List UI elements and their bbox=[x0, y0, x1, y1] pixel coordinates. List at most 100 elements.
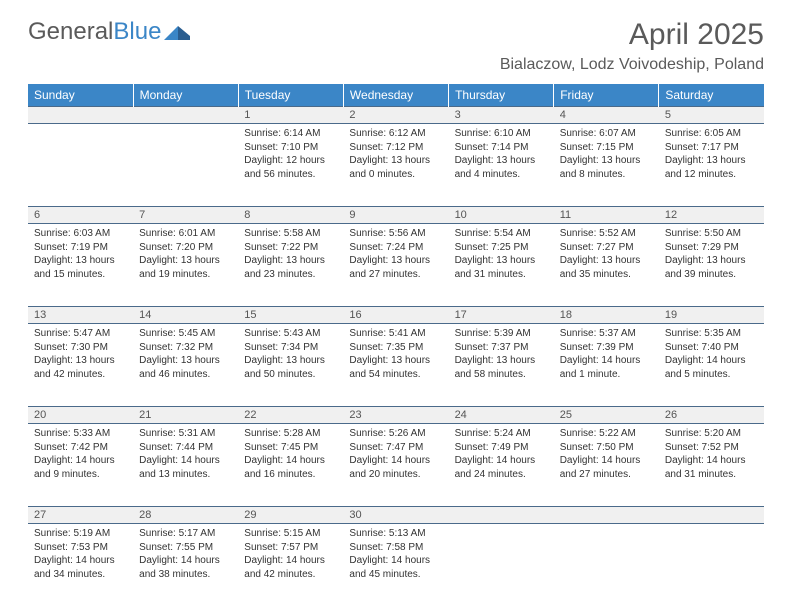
day-content-cell bbox=[554, 524, 659, 607]
daylight-line-1: Daylight: 14 hours bbox=[139, 454, 232, 468]
daylight-line-2: and 54 minutes. bbox=[349, 368, 442, 382]
day-content-row: Sunrise: 5:19 AMSunset: 7:53 PMDaylight:… bbox=[28, 524, 764, 607]
calendar-table: SundayMondayTuesdayWednesdayThursdayFrid… bbox=[28, 84, 764, 606]
day-content-cell: Sunrise: 5:58 AMSunset: 7:22 PMDaylight:… bbox=[238, 224, 343, 307]
sunrise-line: Sunrise: 6:10 AM bbox=[455, 127, 548, 141]
sunrise-line: Sunrise: 5:28 AM bbox=[244, 427, 337, 441]
daylight-line-2: and 23 minutes. bbox=[244, 268, 337, 282]
daylight-line-1: Daylight: 14 hours bbox=[349, 554, 442, 568]
sunrise-line: Sunrise: 5:41 AM bbox=[349, 327, 442, 341]
day-number-cell: 15 bbox=[238, 307, 343, 324]
daylight-line-2: and 4 minutes. bbox=[455, 168, 548, 182]
sunset-line: Sunset: 7:49 PM bbox=[455, 441, 548, 455]
day-number-cell: 25 bbox=[554, 407, 659, 424]
sunrise-line: Sunrise: 6:12 AM bbox=[349, 127, 442, 141]
day-number-cell: 27 bbox=[28, 507, 133, 524]
daylight-line-1: Daylight: 14 hours bbox=[349, 454, 442, 468]
day-content-cell: Sunrise: 5:37 AMSunset: 7:39 PMDaylight:… bbox=[554, 324, 659, 407]
sunset-line: Sunset: 7:20 PM bbox=[139, 241, 232, 255]
day-number-cell: 18 bbox=[554, 307, 659, 324]
logo-text-1: General bbox=[28, 18, 113, 46]
sunset-line: Sunset: 7:19 PM bbox=[34, 241, 127, 255]
sunset-line: Sunset: 7:37 PM bbox=[455, 341, 548, 355]
daylight-line-1: Daylight: 13 hours bbox=[560, 254, 653, 268]
day-number-row: 20212223242526 bbox=[28, 407, 764, 424]
day-number-cell: 29 bbox=[238, 507, 343, 524]
day-content-cell: Sunrise: 5:13 AMSunset: 7:58 PMDaylight:… bbox=[343, 524, 448, 607]
daylight-line-2: and 20 minutes. bbox=[349, 468, 442, 482]
daylight-line-2: and 56 minutes. bbox=[244, 168, 337, 182]
daylight-line-2: and 27 minutes. bbox=[560, 468, 653, 482]
daylight-line-2: and 15 minutes. bbox=[34, 268, 127, 282]
daylight-line-2: and 46 minutes. bbox=[139, 368, 232, 382]
daylight-line-1: Daylight: 13 hours bbox=[349, 154, 442, 168]
day-content-cell: Sunrise: 5:20 AMSunset: 7:52 PMDaylight:… bbox=[659, 424, 764, 507]
sunrise-line: Sunrise: 5:50 AM bbox=[665, 227, 758, 241]
day-content-cell: Sunrise: 6:07 AMSunset: 7:15 PMDaylight:… bbox=[554, 124, 659, 207]
day-number-cell: 10 bbox=[449, 207, 554, 224]
sunrise-line: Sunrise: 5:43 AM bbox=[244, 327, 337, 341]
day-number-cell: 6 bbox=[28, 207, 133, 224]
daylight-line-1: Daylight: 13 hours bbox=[139, 354, 232, 368]
daylight-line-2: and 8 minutes. bbox=[560, 168, 653, 182]
day-number-cell: 30 bbox=[343, 507, 448, 524]
logo: GeneralBlue bbox=[28, 18, 190, 46]
sunrise-line: Sunrise: 5:26 AM bbox=[349, 427, 442, 441]
weekday-header-row: SundayMondayTuesdayWednesdayThursdayFrid… bbox=[28, 84, 764, 107]
sunset-line: Sunset: 7:30 PM bbox=[34, 341, 127, 355]
daylight-line-2: and 9 minutes. bbox=[34, 468, 127, 482]
header: GeneralBlue April 2025 Bialaczow, Lodz V… bbox=[28, 18, 764, 74]
daylight-line-1: Daylight: 14 hours bbox=[665, 354, 758, 368]
daylight-line-2: and 34 minutes. bbox=[34, 568, 127, 582]
daylight-line-1: Daylight: 12 hours bbox=[244, 154, 337, 168]
day-number-cell: 5 bbox=[659, 107, 764, 124]
sunrise-line: Sunrise: 5:13 AM bbox=[349, 527, 442, 541]
sunset-line: Sunset: 7:40 PM bbox=[665, 341, 758, 355]
day-number-cell: 14 bbox=[133, 307, 238, 324]
sunset-line: Sunset: 7:47 PM bbox=[349, 441, 442, 455]
day-content-cell: Sunrise: 5:56 AMSunset: 7:24 PMDaylight:… bbox=[343, 224, 448, 307]
sunrise-line: Sunrise: 6:01 AM bbox=[139, 227, 232, 241]
title-block: April 2025 Bialaczow, Lodz Voivodeship, … bbox=[500, 18, 764, 74]
daylight-line-2: and 5 minutes. bbox=[665, 368, 758, 382]
sunset-line: Sunset: 7:58 PM bbox=[349, 541, 442, 555]
daylight-line-1: Daylight: 14 hours bbox=[665, 454, 758, 468]
day-content-cell: Sunrise: 5:41 AMSunset: 7:35 PMDaylight:… bbox=[343, 324, 448, 407]
day-content-cell: Sunrise: 5:35 AMSunset: 7:40 PMDaylight:… bbox=[659, 324, 764, 407]
daylight-line-1: Daylight: 13 hours bbox=[34, 354, 127, 368]
daylight-line-2: and 42 minutes. bbox=[34, 368, 127, 382]
day-number-cell: 3 bbox=[449, 107, 554, 124]
sunset-line: Sunset: 7:34 PM bbox=[244, 341, 337, 355]
sunset-line: Sunset: 7:27 PM bbox=[560, 241, 653, 255]
day-number-cell bbox=[659, 507, 764, 524]
day-number-cell: 7 bbox=[133, 207, 238, 224]
sunset-line: Sunset: 7:55 PM bbox=[139, 541, 232, 555]
sunset-line: Sunset: 7:14 PM bbox=[455, 141, 548, 155]
sunset-line: Sunset: 7:45 PM bbox=[244, 441, 337, 455]
day-content-cell: Sunrise: 5:43 AMSunset: 7:34 PMDaylight:… bbox=[238, 324, 343, 407]
day-content-cell: Sunrise: 6:01 AMSunset: 7:20 PMDaylight:… bbox=[133, 224, 238, 307]
logo-icon bbox=[164, 22, 190, 42]
logo-text-2: Blue bbox=[113, 18, 161, 46]
day-number-cell: 21 bbox=[133, 407, 238, 424]
weekday-header: Thursday bbox=[449, 84, 554, 107]
weekday-header: Monday bbox=[133, 84, 238, 107]
day-content-cell bbox=[449, 524, 554, 607]
sunrise-line: Sunrise: 5:15 AM bbox=[244, 527, 337, 541]
daylight-line-1: Daylight: 13 hours bbox=[560, 154, 653, 168]
day-number-cell: 13 bbox=[28, 307, 133, 324]
sunset-line: Sunset: 7:29 PM bbox=[665, 241, 758, 255]
daylight-line-2: and 1 minute. bbox=[560, 368, 653, 382]
weekday-header: Sunday bbox=[28, 84, 133, 107]
daylight-line-1: Daylight: 13 hours bbox=[244, 354, 337, 368]
day-number-cell: 16 bbox=[343, 307, 448, 324]
sunset-line: Sunset: 7:53 PM bbox=[34, 541, 127, 555]
sunrise-line: Sunrise: 6:14 AM bbox=[244, 127, 337, 141]
day-content-cell: Sunrise: 5:52 AMSunset: 7:27 PMDaylight:… bbox=[554, 224, 659, 307]
sunset-line: Sunset: 7:57 PM bbox=[244, 541, 337, 555]
sunrise-line: Sunrise: 6:03 AM bbox=[34, 227, 127, 241]
daylight-line-1: Daylight: 14 hours bbox=[455, 454, 548, 468]
sunrise-line: Sunrise: 5:52 AM bbox=[560, 227, 653, 241]
sunset-line: Sunset: 7:10 PM bbox=[244, 141, 337, 155]
daylight-line-2: and 12 minutes. bbox=[665, 168, 758, 182]
